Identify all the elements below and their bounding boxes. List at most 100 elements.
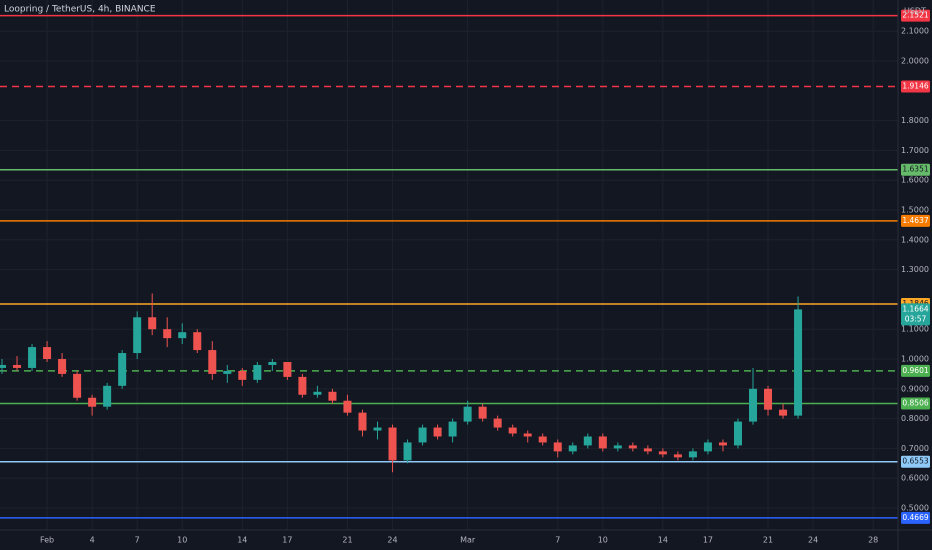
x-tick-label: 24 — [808, 536, 818, 545]
candle-body — [58, 359, 67, 374]
level-label: 2.1521 — [902, 11, 928, 20]
level-label-box — [901, 397, 930, 410]
candle-body — [523, 433, 532, 437]
candle-body — [568, 445, 577, 452]
candle-body — [628, 445, 637, 449]
candle-body — [553, 442, 562, 452]
candle-body — [433, 427, 442, 437]
y-tick-label: 0.6000 — [901, 474, 929, 483]
candles — [0, 293, 803, 473]
candle-body — [749, 388, 757, 422]
x-tick-label: 24 — [387, 536, 397, 545]
currency-label: USDT — [904, 7, 926, 16]
axis: 0.5000 0.6000 0.7000 0.8000 0.9000 1.0000 1.10… — [40, 9, 930, 545]
level-label: 0.4669 — [902, 513, 928, 522]
candle-body — [313, 391, 322, 395]
y-tick-label: 0.9000 — [901, 384, 929, 393]
level-label-box — [901, 80, 930, 93]
candle-body — [478, 406, 487, 419]
y-tick-label: 0.8000 — [901, 414, 929, 423]
x-tick-label: Feb — [40, 536, 54, 545]
level-label: 0.8506 — [902, 399, 928, 408]
x-tick-label: Mar — [460, 536, 476, 545]
x-tick-label: 17 — [703, 536, 713, 545]
x-tick-label: 21 — [763, 536, 773, 545]
y-tick-label: 2.0000 — [901, 57, 929, 66]
candle-body — [193, 332, 202, 351]
candle-body — [13, 364, 22, 368]
y-tick-label: 0.7000 — [901, 444, 929, 453]
y-tick-label: 1.8000 — [901, 116, 929, 125]
countdown-label: 03:57 — [905, 314, 927, 323]
candle-body — [88, 397, 97, 407]
candle-body — [598, 436, 607, 449]
candle-body — [298, 376, 307, 395]
candle-body — [43, 347, 52, 360]
candle-body — [658, 451, 667, 455]
x-tick-label: 10 — [177, 536, 187, 545]
candle-body — [178, 332, 187, 339]
y-tick-label: 1.5000 — [901, 206, 929, 215]
levels — [0, 14, 898, 519]
level-label-box — [901, 364, 930, 377]
candle-body — [493, 418, 502, 428]
candle-body — [718, 442, 727, 446]
candle-body — [703, 442, 712, 452]
x-tick-label: 17 — [282, 536, 292, 545]
y-tick-label: 2.1000 — [901, 27, 929, 36]
chart-title: Loopring / TetherUS, 4h, BINANCE — [4, 5, 156, 15]
candle-body — [643, 448, 652, 452]
x-tick-label: 14 — [658, 536, 668, 545]
candle-body — [403, 442, 412, 461]
level-label-box — [901, 9, 930, 22]
candle-body — [238, 370, 247, 380]
y-tick-label: 1.0000 — [901, 355, 929, 364]
candle-body — [148, 317, 157, 330]
candle-body — [223, 370, 232, 374]
candle-body — [208, 350, 217, 374]
candle-body — [73, 373, 82, 398]
candle-body — [388, 427, 397, 461]
x-tick-label: 7 — [135, 536, 140, 545]
y-tick-label: 1.1000 — [901, 325, 929, 334]
candle-body — [343, 400, 352, 413]
level-label: 1.4637 — [902, 216, 928, 225]
last-price-label: 1.1664 — [902, 304, 928, 313]
y-tick-label: 1.7000 — [901, 146, 929, 155]
candle-body — [448, 421, 457, 437]
candle-body — [508, 427, 517, 434]
candle-body — [538, 436, 547, 443]
candle-body — [733, 421, 742, 446]
candle-body — [673, 454, 682, 458]
level-label: 1.9146 — [902, 81, 928, 90]
candle-body — [0, 364, 6, 368]
y-tick-label: 1.6000 — [901, 176, 929, 185]
candle-body — [794, 309, 803, 416]
x-tick-label: 7 — [555, 536, 560, 545]
candle-body — [118, 353, 127, 386]
y-tick-label: 0.5000 — [901, 504, 929, 513]
candle-body — [268, 361, 277, 365]
x-tick-label: 14 — [237, 536, 247, 545]
candle-body — [373, 427, 382, 431]
level-label: 0.9601 — [902, 366, 928, 375]
candle-body — [358, 412, 367, 431]
level-label: 1.6351 — [902, 165, 928, 174]
candle-body — [283, 361, 292, 377]
candle-body — [28, 347, 37, 368]
candle-body — [418, 427, 427, 443]
level-label-box — [901, 163, 930, 176]
candle-body — [688, 451, 697, 458]
candle-body — [779, 409, 788, 416]
candle-body — [133, 317, 142, 354]
candle-body — [163, 329, 172, 339]
y-tick-label: 1.4000 — [901, 235, 929, 244]
x-tick-label: 28 — [868, 536, 878, 545]
level-label: 0.6553 — [902, 457, 928, 466]
candle-body — [583, 436, 592, 446]
level-label-box — [901, 455, 930, 468]
x-tick-label: 10 — [598, 536, 608, 545]
candle-body — [463, 406, 472, 422]
